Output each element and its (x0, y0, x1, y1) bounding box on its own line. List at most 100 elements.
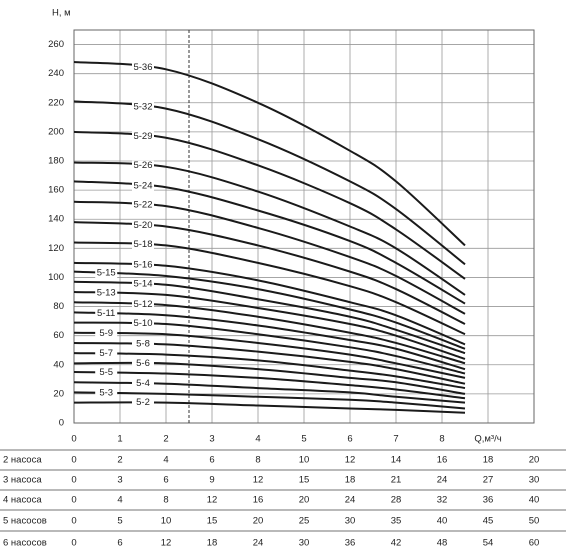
curve-label: 5-18 (133, 239, 152, 250)
curve-label-bg (132, 278, 154, 289)
pump-curve (73, 371, 466, 400)
curve-label: 5-3 (99, 387, 113, 398)
curve-label: 5-22 (133, 200, 152, 211)
x-tick-label: 5 (301, 434, 306, 445)
table-cell: 48 (437, 538, 448, 549)
curve-label-bg (95, 268, 118, 279)
table-cell: 24 (437, 475, 448, 486)
x-tick-label: 0 (71, 434, 76, 445)
pump-curve (73, 391, 466, 410)
curve-label: 5-4 (136, 378, 150, 389)
table-cell: 0 (71, 495, 76, 506)
curve-label-bg (132, 318, 154, 329)
table-cell: 6 (163, 475, 168, 486)
curve-label: 5-2 (136, 397, 150, 408)
table-cell: 42 (391, 538, 402, 549)
curve-label-bg (132, 378, 154, 389)
pump-curve (73, 311, 466, 371)
table-cell: 28 (391, 495, 402, 506)
table-cell: 32 (437, 495, 448, 506)
table-cell: 12 (161, 538, 172, 549)
curve-label-bg (132, 180, 154, 191)
table-cell: 24 (253, 538, 264, 549)
table-cell: 0 (71, 475, 76, 486)
table-cell: 2 (117, 455, 122, 466)
y-tick-label: 40 (53, 359, 64, 370)
x-tick-label: 3 (209, 434, 214, 445)
row-label: 2 насоса (3, 455, 42, 466)
curve-label: 5-15 (97, 268, 116, 279)
y-tick-label: 200 (48, 126, 64, 137)
y-tick-label: 240 (48, 68, 64, 79)
x-tick-label: 8 (439, 434, 444, 445)
y-tick-label: 20 (53, 388, 64, 399)
curve-label: 5-9 (99, 328, 113, 339)
y-tick-label: 160 (48, 185, 64, 196)
table-cell: 30 (299, 538, 310, 549)
pump-curve (73, 61, 466, 247)
curve-label-bg (132, 339, 154, 350)
table-cell: 40 (437, 516, 448, 527)
curve-label: 5-29 (133, 131, 152, 142)
pump-curve (73, 200, 466, 315)
table-cell: 12 (253, 475, 264, 486)
y-tick-label: 220 (48, 97, 64, 108)
curve-label: 5-11 (97, 308, 115, 319)
table-cell: 4 (117, 495, 122, 506)
curve-label-bg (95, 328, 118, 339)
x-tick-label: 6 (347, 434, 352, 445)
table-cell: 15 (207, 516, 218, 527)
table-cell: 21 (391, 475, 402, 486)
curve-label: 5-32 (133, 101, 152, 112)
row-label: 5 насосов (3, 516, 47, 527)
table-cell: 20 (299, 495, 310, 506)
table-cell: 12 (345, 455, 356, 466)
curve-label: 5-7 (99, 348, 113, 359)
y-tick-label: 60 (53, 330, 64, 341)
row-label: 6 насосов (3, 538, 47, 549)
curve-label: 5-24 (133, 180, 152, 191)
curve-label-bg (132, 200, 154, 211)
curve-label-bg (95, 367, 118, 378)
y-tick-label: 120 (48, 243, 64, 254)
table-cell: 40 (529, 495, 540, 506)
table-cell: 16 (437, 455, 448, 466)
table-cell: 20 (529, 455, 540, 466)
table-cell: 8 (255, 455, 260, 466)
pump-curve (73, 100, 466, 266)
curve-label-bg (95, 348, 118, 359)
curve-label: 5-10 (133, 318, 152, 329)
curve-label: 5-13 (97, 288, 116, 299)
table-cell: 5 (117, 516, 122, 527)
table-cell: 45 (483, 516, 494, 527)
table-cell: 16 (253, 495, 264, 506)
table-cell: 36 (345, 538, 356, 549)
table-cell: 6 (117, 538, 122, 549)
y-tick-label: 140 (48, 214, 64, 225)
table-cell: 18 (207, 538, 218, 549)
table-cell: 30 (529, 475, 540, 486)
x-tick-label: 4 (255, 434, 260, 445)
y-tick-label: 0 (59, 418, 64, 429)
curve-label-bg (132, 358, 154, 369)
pump-curve (73, 270, 466, 350)
table-cell: 60 (529, 538, 540, 549)
curve-label: 5-20 (133, 220, 152, 231)
curve-label: 5-36 (133, 62, 152, 73)
table-cell: 24 (345, 495, 356, 506)
row-label: 4 насоса (3, 495, 42, 506)
pump-curve (73, 331, 466, 379)
table-cell: 27 (483, 475, 494, 486)
curve-label: 5-26 (133, 160, 152, 171)
curve-label-bg (132, 131, 154, 142)
y-tick-label: 260 (48, 39, 64, 50)
table-cell: 0 (71, 538, 76, 549)
curve-label-bg (132, 62, 154, 73)
table-cell: 0 (71, 455, 76, 466)
curve-label-bg (132, 220, 154, 231)
table-cell: 6 (209, 455, 214, 466)
y-tick-label: 180 (48, 156, 64, 167)
curve-label-bg (95, 308, 118, 319)
y-axis-label: H, м (52, 8, 71, 19)
